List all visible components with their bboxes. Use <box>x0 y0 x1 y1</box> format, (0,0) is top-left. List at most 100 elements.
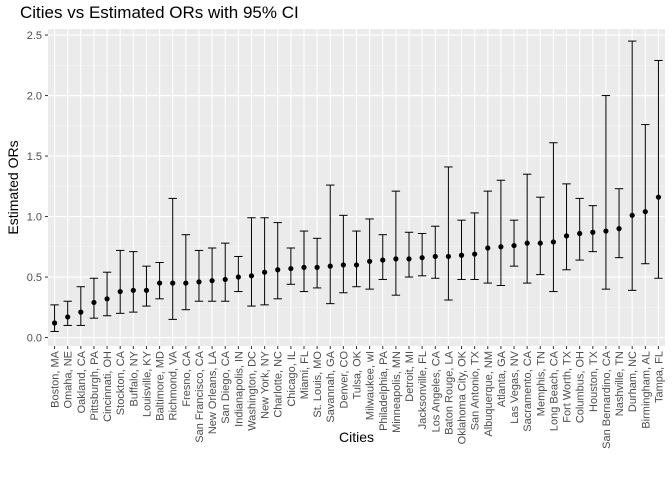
errorbar <box>365 218 374 290</box>
errorbar <box>181 234 191 311</box>
errorbar <box>63 300 72 326</box>
data-point <box>156 280 163 286</box>
data-point <box>419 255 425 261</box>
data-point <box>288 265 294 272</box>
data-point <box>248 273 255 279</box>
data-point <box>235 274 241 280</box>
x-tick-label: Charlotte, NC <box>273 351 285 418</box>
y-tick-label: 0.5 <box>27 272 42 284</box>
data-point <box>367 258 373 264</box>
x-tick-label: New York, NY <box>260 350 272 419</box>
errorbar <box>312 237 322 289</box>
errorbar <box>89 277 99 319</box>
chart-title: Cities vs Estimated ORs with 95% CI <box>20 3 299 22</box>
errorbar <box>273 222 282 300</box>
data-point <box>472 251 478 257</box>
x-axis-title: Cities <box>339 429 374 445</box>
data-point <box>485 245 491 251</box>
x-tick-label: Indianapolis, IN <box>233 351 245 427</box>
x-tick-label: Houston, TX <box>588 350 600 412</box>
errorbar <box>496 179 506 287</box>
x-tick-label: Chicago, IL <box>286 351 298 407</box>
data-point <box>393 256 399 262</box>
x-tick-label: Omaha, NE <box>63 351 75 408</box>
errorbar <box>299 230 309 293</box>
data-point <box>65 314 71 320</box>
x-tick-label: Minneapolis, MN <box>391 351 403 433</box>
errorbar <box>614 188 624 259</box>
data-point <box>196 279 202 285</box>
data-point <box>78 309 84 315</box>
errorbar <box>352 230 361 288</box>
x-tick-label: Savannah, GA <box>325 350 337 422</box>
x-tick-label: Buffalo, NY <box>128 350 140 406</box>
x-tick-label: Las Vegas, NV <box>509 350 521 423</box>
x-tick-label: San Antonio, TX <box>470 350 482 430</box>
x-tick-label: Birmingham, AL <box>640 351 652 429</box>
data-point <box>301 264 307 270</box>
x-tick-label: Oklahoma City, OK <box>457 350 469 444</box>
data-points <box>51 194 662 326</box>
errorbar <box>221 242 230 302</box>
data-point <box>603 228 609 234</box>
errorbar <box>483 190 492 284</box>
errorbar <box>536 196 545 276</box>
errorbar <box>601 95 611 290</box>
y-tick-label: 2.5 <box>27 30 42 42</box>
errorbar <box>654 59 663 279</box>
x-tick-label: Jacksonville, FL <box>417 351 429 429</box>
data-point <box>117 288 123 295</box>
y-tick-label: 0.0 <box>27 333 42 345</box>
x-tick-label: Cincinnati, OH <box>102 351 114 422</box>
data-point <box>590 229 596 235</box>
data-point <box>616 226 622 232</box>
x-tick-label: Tampa, FL <box>653 351 665 403</box>
x-tick-label: Washington, DC <box>246 351 258 431</box>
data-point <box>432 253 438 260</box>
errorbar <box>116 249 125 314</box>
errorbar <box>575 197 584 261</box>
data-point <box>406 256 412 262</box>
errorbar <box>522 173 532 284</box>
data-point <box>458 252 465 258</box>
data-point <box>130 287 136 293</box>
data-point <box>183 280 189 286</box>
errorbar <box>378 234 387 280</box>
x-tick-label: Nashville, TN <box>614 351 626 416</box>
errorbar <box>260 217 269 306</box>
data-point <box>642 209 648 215</box>
x-tick-label: Pittsburgh, PA <box>89 350 101 420</box>
data-point <box>655 194 662 200</box>
x-tick-label: Fresno, CA <box>181 350 193 406</box>
x-tick-label: Richmond, VA <box>168 350 180 420</box>
errorbar <box>194 249 204 302</box>
x-tick-label: San Bernardino, CA <box>601 350 613 448</box>
errorbar <box>102 271 112 317</box>
x-tick-label: Baltimore, MD <box>155 351 167 421</box>
data-point <box>222 276 228 283</box>
data-point <box>327 263 333 269</box>
y-tick-label: 1.5 <box>27 151 42 163</box>
errorbar <box>444 166 453 301</box>
errorbar <box>641 124 650 265</box>
errorbar <box>247 217 256 307</box>
y-tick-label: 1.0 <box>27 212 42 224</box>
data-point <box>314 264 320 270</box>
x-tick-label: Memphis, TN <box>535 351 547 416</box>
x-tick-label: Durham, NC <box>627 351 639 412</box>
data-point <box>353 262 360 268</box>
data-point <box>262 269 268 275</box>
errorbar <box>404 231 414 278</box>
x-tick-label: New Orleans, LA <box>207 350 219 434</box>
x-tick-label: Los Angeles, CA <box>430 350 442 432</box>
data-point <box>104 296 110 302</box>
data-point <box>498 244 504 250</box>
data-point <box>537 240 543 246</box>
errorbar <box>627 40 637 291</box>
x-tick-label: St. Louis, MO <box>312 351 324 418</box>
data-point <box>340 262 346 268</box>
data-point <box>170 280 176 286</box>
x-tick-label: San Francisco, CA <box>194 350 206 442</box>
errorbar <box>76 286 86 326</box>
